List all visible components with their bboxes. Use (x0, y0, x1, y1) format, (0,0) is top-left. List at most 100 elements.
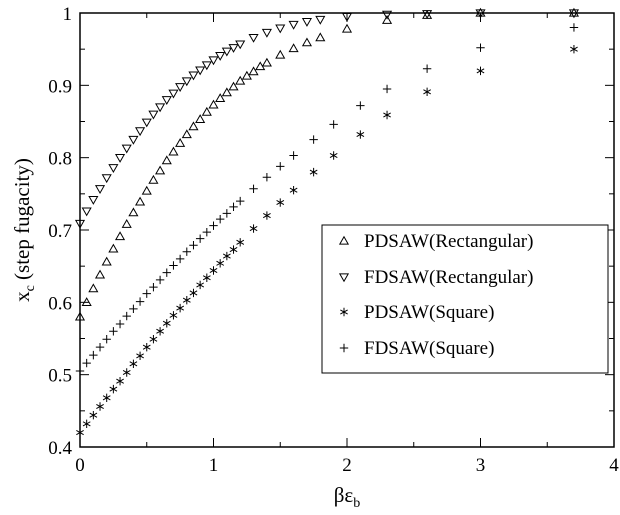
data-point-triangle-down (381, 10, 393, 20)
data-point-plus (115, 319, 125, 329)
legend-label: FDSAW(Square) (364, 338, 494, 359)
data-point-asterisk (149, 335, 158, 344)
data-point-asterisk (196, 280, 205, 290)
x-tick-label: 2 (342, 455, 352, 476)
data-point-triangle-up (108, 243, 119, 253)
data-point-triangle-up (235, 75, 246, 85)
data-point-triangle-down (248, 33, 259, 43)
data-point-triangle-up (381, 15, 393, 24)
data-point-triangle-down (121, 144, 132, 154)
data-point-triangle-up (208, 99, 219, 109)
data-point-plus (476, 43, 485, 52)
legend-marker-triangle-up (338, 235, 350, 245)
data-point-asterisk (176, 303, 185, 313)
data-point-plus (222, 209, 232, 218)
data-point-triangle-up (241, 70, 252, 80)
data-point-plus (135, 297, 145, 306)
data-point-asterisk (236, 238, 245, 247)
data-point-triangle-down (315, 15, 326, 25)
data-point-triangle-down (94, 185, 106, 194)
data-point-asterisk (96, 402, 104, 411)
data-point-triangle-down (275, 24, 286, 34)
data-point-triangle-up (94, 269, 106, 279)
data-point-asterisk (329, 151, 338, 160)
data-point-triangle-up (81, 297, 92, 306)
data-point-triangle-down (114, 154, 126, 163)
data-point-triangle-up (275, 49, 286, 59)
data-point-triangle-up (181, 129, 192, 139)
legend-marker-plus (339, 343, 349, 353)
data-point-plus (422, 64, 432, 73)
axis-ticks: 0 1 2 3 4 0.4 0.5 0.6 0.7 0.8 0.9 1 (48, 4, 619, 476)
data-point-plus (95, 342, 105, 352)
data-point-triangle-up (128, 207, 139, 217)
data-point-triangle-down (135, 127, 146, 137)
data-point-asterisk (89, 410, 98, 420)
legend-marker-asterisk (340, 307, 348, 317)
data-point-triangle-up (121, 219, 132, 228)
data-point-plus (236, 196, 245, 206)
data-point-triangle-down (148, 110, 159, 120)
data-point-plus (202, 227, 212, 237)
legend-label: PDSAW(Rectangular) (364, 231, 533, 252)
data-point-triangle-up (114, 231, 126, 241)
data-point-asterisk (356, 130, 365, 139)
data-point-asterisk (189, 288, 198, 298)
data-point-triangle-down (155, 103, 166, 113)
data-point-asterisk (169, 311, 178, 320)
data-point-triangle-down (88, 195, 99, 205)
data-point-triangle-down (101, 174, 112, 184)
data-point-triangle-down (108, 164, 119, 174)
data-point-triangle-up (148, 174, 159, 184)
data-point-plus (229, 202, 238, 212)
data-point-triangle-up (341, 23, 353, 33)
data-point-triangle-up (568, 7, 580, 17)
data-point-asterisk (116, 376, 124, 386)
data-point-plus (175, 254, 185, 264)
data-point-plus (289, 151, 298, 160)
data-point-triangle-down (201, 61, 212, 71)
data-point-asterisk (156, 327, 165, 336)
data-point-triangle-down (568, 9, 580, 19)
x-tick-label: 0 (75, 455, 85, 476)
data-point-triangle-down (128, 135, 139, 145)
data-point-plus (309, 135, 318, 144)
data-point-asterisk (383, 110, 391, 120)
data-point-triangle-down (301, 18, 313, 27)
y-tick-label: 0.9 (48, 76, 72, 97)
data-point-plus (109, 327, 118, 336)
data-point-plus (169, 261, 178, 270)
data-point-triangle-up (261, 57, 272, 67)
data-point-triangle-down (215, 52, 226, 61)
data-point-asterisk (309, 167, 318, 177)
data-point-triangle-up (315, 32, 326, 42)
data-point-plus (182, 247, 191, 256)
y-axis-label: xc (step fugacity) (10, 158, 38, 302)
data-point-triangle-down (81, 207, 92, 217)
data-point-asterisk (222, 251, 231, 261)
data-point-plus (262, 172, 272, 182)
legend-marker-triangle-down (338, 273, 350, 283)
data-point-triangle-up (248, 66, 259, 76)
data-point-plus (142, 289, 151, 298)
y-tick-label: 0.5 (48, 366, 72, 387)
data-point-triangle-up (141, 185, 152, 195)
data-point-triangle-up (175, 137, 186, 147)
data-point-plus (249, 184, 258, 193)
data-point-triangle-up (161, 155, 172, 165)
data-point-triangle-up (168, 146, 179, 156)
data-point-plus (329, 120, 338, 129)
data-point-triangle-down (288, 20, 299, 30)
data-point-asterisk (229, 245, 238, 254)
data-point-triangle-down (181, 77, 192, 87)
data-point-plus (569, 23, 579, 32)
y-tick-label: 1 (63, 4, 73, 25)
data-point-triangle-down (141, 118, 152, 128)
data-point-plus (195, 234, 205, 243)
data-point-plus (129, 304, 138, 314)
data-point-triangle-down (74, 219, 86, 229)
data-point-triangle-up (155, 165, 166, 175)
data-point-triangle-up (475, 7, 486, 17)
data-point-asterisk (142, 342, 151, 352)
